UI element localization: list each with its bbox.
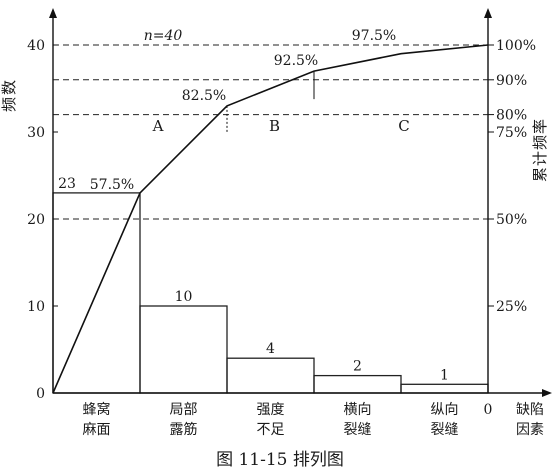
y-right-tick-label: 75% [496, 125, 527, 141]
top-percent-label: 97.5% [352, 28, 396, 44]
frequency-bars [52, 192, 489, 394]
bar-value-label: 4 [266, 341, 275, 357]
y-right-axis-title: 累计频率 [531, 118, 549, 182]
y-right-tick-label: 90% [496, 73, 527, 89]
y-left-axis-title: 频数 [0, 78, 18, 112]
cumulative-percent-label: 82.5% [182, 88, 226, 104]
bar-4 [313, 374, 402, 394]
bar-value-label: 10 [175, 289, 193, 305]
y-left-tick-label: 20 [27, 212, 45, 228]
bar-2 [139, 305, 228, 394]
y-right-arrow [484, 8, 492, 18]
bar-5 [400, 383, 489, 394]
bar-value-label: 23 [58, 176, 76, 192]
sample-size-label: n=40 [144, 28, 183, 44]
y-left-arrow [49, 8, 57, 18]
category-label: 不足 [257, 422, 285, 438]
x-axis-title: 缺陷 [516, 402, 544, 418]
zone-label-B: B [269, 117, 280, 135]
y-left-tick-label: 40 [27, 38, 45, 54]
x-axis-arrow [542, 389, 552, 397]
y-right-tick-label: 25% [496, 299, 527, 315]
x-origin-label: 0 [484, 402, 493, 418]
category-label: 强度 [257, 402, 285, 418]
figure-caption: 图 11-15 排列图 [216, 450, 344, 470]
bar-value-label: 2 [353, 359, 362, 375]
y-left-tick-label: 10 [27, 299, 45, 315]
chart-labels: 231042101020304025%50%75%80%90%100%57.5%… [0, 28, 549, 438]
cumulative-curve [52, 44, 489, 394]
reference-lines [53, 44, 488, 220]
cumulative-line [52, 44, 489, 394]
category-label: 蜂窝 [83, 401, 111, 418]
zone-label-A: A [152, 117, 164, 135]
x-axis-title: 因素 [516, 422, 544, 438]
y-right-tick-label: 80% [496, 108, 527, 124]
y-right-tick-label: 50% [496, 212, 527, 228]
category-label: 露筋 [170, 421, 198, 438]
y-right-tick-label: 100% [496, 38, 536, 54]
category-label: 裂缝 [431, 422, 459, 438]
category-label: 麻面 [83, 422, 111, 438]
category-label: 裂缝 [344, 422, 372, 438]
zone-label-C: C [398, 117, 409, 135]
cumulative-percent-label: 57.5% [90, 177, 134, 193]
y-left-tick-label: 0 [36, 386, 45, 402]
category-label: 横向 [344, 402, 372, 418]
bar-value-label: 1 [440, 367, 449, 383]
axes [49, 8, 552, 397]
category-label: 纵向 [431, 402, 459, 418]
cumulative-percent-label: 92.5% [274, 53, 318, 69]
bar-3 [226, 357, 315, 394]
category-label: 局部 [170, 402, 198, 418]
y-left-tick-label: 30 [27, 125, 45, 141]
